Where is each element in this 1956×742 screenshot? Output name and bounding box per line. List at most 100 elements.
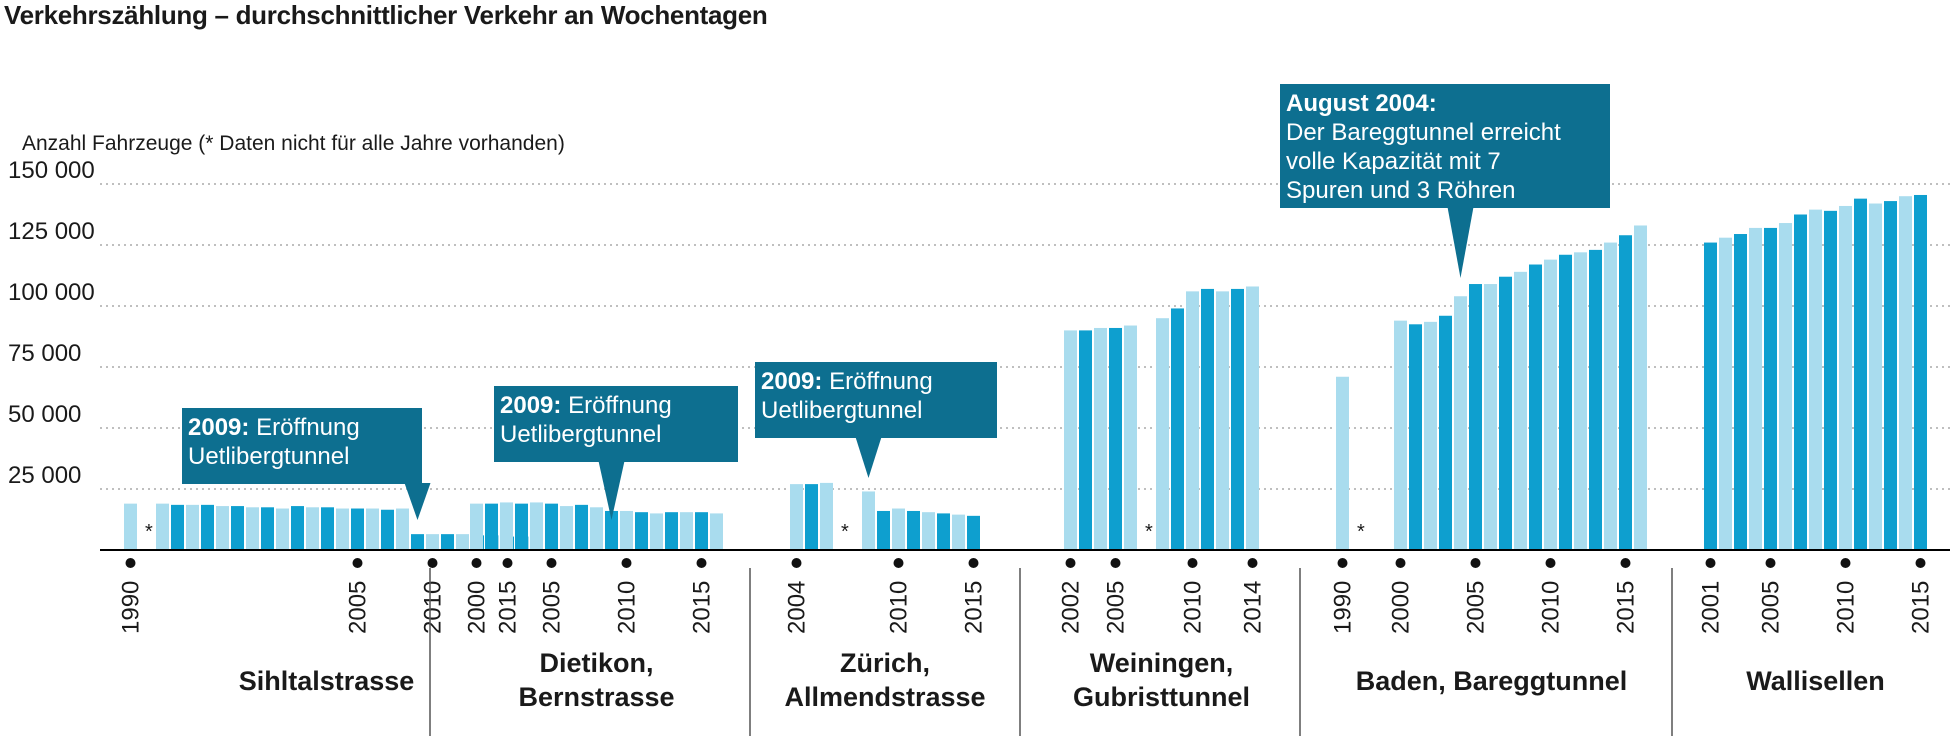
annotation-text: volle Kapazität mit 7 [1286,148,1501,175]
bar [1914,194,1927,551]
annotation-text: Uetlibergtunnel [500,421,661,448]
bar [710,513,723,550]
bar [261,507,274,550]
bar [500,502,513,550]
annotation-text: 2009: Eröffnung [500,392,672,419]
bar [590,507,603,550]
bar [246,507,259,550]
bar [892,508,905,550]
x-tick-label: 2001 [1698,581,1725,634]
bar [1604,242,1617,550]
bar [1544,259,1557,550]
year-dot [125,558,136,568]
year-dot [471,558,482,568]
bar [907,510,920,550]
bar [862,491,875,550]
bar [937,513,950,550]
x-tick-label: 1990 [1330,581,1357,634]
x-tick-label: 2005 [345,581,372,634]
group-label: Allmendstrasse [784,682,985,712]
bar [1839,205,1852,550]
bar [635,512,648,550]
bar [1109,327,1122,550]
bar [620,510,633,550]
year-dot [502,558,513,568]
x-tick-label: 2004 [784,581,811,634]
annotation-pointer [855,437,882,478]
x-tick-label: 2015 [1613,581,1640,634]
bar [1619,235,1632,551]
year-dot [1247,558,1258,568]
bar [665,512,678,550]
bar [276,508,289,550]
bar [171,504,184,550]
bar [1156,318,1169,550]
year-dot [1187,558,1198,568]
bar [1499,276,1512,550]
year-dot [1395,558,1406,568]
x-tick-label: 2010 [420,581,447,634]
group-label: Weiningen, [1090,648,1234,678]
bar [1809,209,1822,550]
x-tick-label: 2010 [886,581,913,634]
bar [1064,330,1077,550]
y-tick-label: 150 000 [8,157,95,184]
missing-data-marker: * [1145,521,1153,543]
bar [426,534,439,550]
annotation-box [182,408,422,484]
bar [1764,227,1777,551]
bar [967,515,980,550]
annotation-box [494,386,738,462]
year-dot [1065,558,1076,568]
y-tick-label: 125 000 [8,218,95,245]
bar [545,503,558,550]
x-tick-label: 2010 [614,581,641,634]
bar [1719,237,1732,550]
bar [1794,214,1807,550]
missing-data-marker: * [1357,521,1365,543]
x-tick-label: 2015 [495,581,522,634]
year-dot [1620,558,1631,568]
bar [1424,321,1437,550]
bar [231,506,244,550]
annotation-text: Spuren und 3 Röhren [1286,177,1516,204]
bar [1201,288,1214,550]
x-tick-label: 2015 [961,581,988,634]
bar [1899,196,1912,550]
annotation-pointer [598,461,625,520]
bar [1439,315,1452,550]
bar [124,503,137,550]
year-dot [1470,558,1481,568]
bar [156,503,169,550]
annotation-pointer [1447,207,1474,278]
bar [306,507,319,550]
year-dot [1915,558,1926,568]
year-dot [1705,558,1716,568]
bar [1094,327,1107,550]
bar [1171,308,1184,550]
bar [1454,296,1467,550]
year-dot [791,558,802,568]
year-dot [1337,558,1348,568]
bar [1246,286,1259,550]
bar [456,534,469,550]
bar [680,512,693,550]
bar [1749,227,1762,551]
year-dot [1110,558,1121,568]
bar [877,510,890,550]
bar [1469,284,1482,550]
bar [1484,284,1497,550]
bar [485,503,498,550]
bar [1779,223,1792,551]
group-label: Sihltalstrasse [239,666,415,696]
bar [1559,254,1572,550]
group-label: Wallisellen [1746,666,1885,696]
bar [1124,325,1137,550]
year-dot [352,558,363,568]
annotation-box [1280,84,1610,208]
bar [321,507,334,550]
bar [922,512,935,550]
x-tick-label: 2005 [1758,581,1785,634]
bar [291,506,304,550]
